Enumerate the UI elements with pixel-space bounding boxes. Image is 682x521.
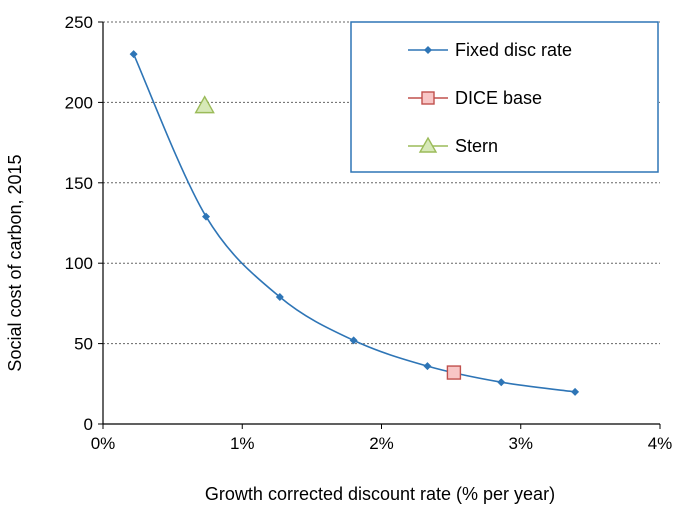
legend-label-fixed: Fixed disc rate — [455, 40, 572, 60]
y-tick-label: 150 — [65, 174, 93, 193]
legend-label-stern: Stern — [455, 136, 498, 156]
x-tick-label: 3% — [508, 434, 533, 453]
x-tick-label: 1% — [230, 434, 255, 453]
legend-triangle-marker-icon — [418, 136, 438, 153]
legend-square-marker-icon — [421, 91, 435, 105]
y-tick-label: 100 — [65, 254, 93, 273]
x-tick-label: 0% — [91, 434, 116, 453]
legend-entry-stern: Stern — [408, 136, 498, 156]
legend-box — [350, 21, 659, 173]
data-point-diamond — [129, 50, 138, 59]
legend-label-dice: DICE base — [455, 88, 542, 108]
data-point-diamond — [423, 362, 432, 371]
x-tick-label: 2% — [369, 434, 394, 453]
series-layer — [129, 50, 580, 396]
series-stern — [194, 95, 215, 114]
data-point-diamond — [275, 292, 284, 301]
legend-entry-fixed-disc-rate: Fixed disc rate — [408, 40, 572, 60]
y-axis-label: Social cost of carbon, 2015 — [5, 154, 25, 371]
data-point-square — [446, 365, 462, 380]
data-point-triangle — [194, 95, 215, 114]
x-axis-label: Growth corrected discount rate (% per ye… — [205, 484, 555, 504]
tick-labels: 0 50 100 150 200 250 0% 1% 2% 3% 4% — [65, 13, 673, 453]
series-fixed-disc-rate — [129, 50, 580, 396]
y-tick-label: 50 — [74, 335, 93, 354]
series-dice-base — [446, 365, 462, 380]
x-tick-label: 4% — [648, 434, 673, 453]
y-tick-label: 200 — [65, 93, 93, 112]
legend-entry-dice-base: DICE base — [408, 88, 542, 108]
data-point-diamond — [349, 336, 358, 345]
y-tick-label: 0 — [84, 415, 93, 434]
axes — [98, 21, 661, 429]
data-point-diamond — [571, 387, 580, 396]
legend: Fixed disc rate DICE base Stern — [350, 21, 659, 173]
y-tick-label: 250 — [65, 13, 93, 32]
data-point-diamond — [202, 212, 211, 221]
legend-diamond-marker-icon — [424, 46, 432, 54]
data-point-diamond — [497, 378, 506, 387]
